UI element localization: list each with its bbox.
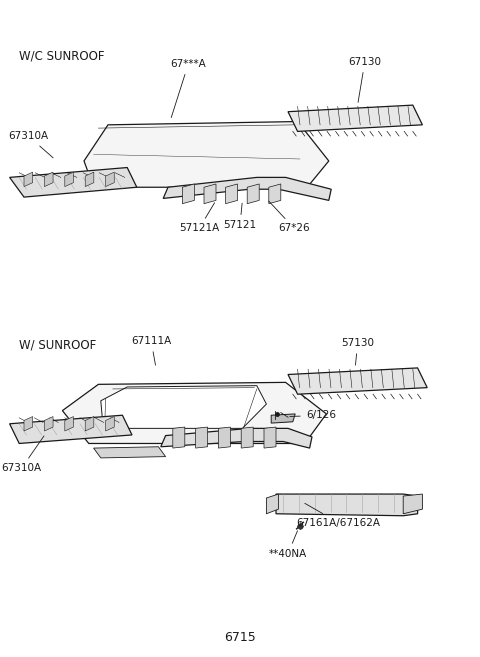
Text: 6/126: 6/126 xyxy=(290,411,336,420)
Polygon shape xyxy=(101,386,266,428)
Polygon shape xyxy=(44,172,53,187)
Text: 57130: 57130 xyxy=(341,338,374,365)
Polygon shape xyxy=(226,184,238,204)
Text: W/ SUNROOF: W/ SUNROOF xyxy=(19,338,96,351)
Polygon shape xyxy=(106,172,114,187)
Polygon shape xyxy=(288,105,422,131)
Text: **40NA: **40NA xyxy=(269,531,307,558)
Polygon shape xyxy=(94,447,166,458)
Text: 67310A: 67310A xyxy=(9,131,53,158)
Polygon shape xyxy=(163,177,331,200)
Text: 67*26: 67*26 xyxy=(269,201,310,233)
Text: 57121: 57121 xyxy=(223,203,257,230)
Polygon shape xyxy=(10,415,132,443)
Text: 67130: 67130 xyxy=(348,57,381,102)
Polygon shape xyxy=(204,184,216,204)
Polygon shape xyxy=(276,494,418,516)
Polygon shape xyxy=(269,184,281,204)
Polygon shape xyxy=(264,427,276,448)
Text: W/C SUNROOF: W/C SUNROOF xyxy=(19,49,105,62)
Text: 67***A: 67***A xyxy=(170,59,206,118)
Text: 6715: 6715 xyxy=(224,631,256,644)
Polygon shape xyxy=(403,494,422,514)
Polygon shape xyxy=(24,172,33,187)
Polygon shape xyxy=(182,184,194,204)
Polygon shape xyxy=(24,417,33,431)
Polygon shape xyxy=(10,168,137,197)
Polygon shape xyxy=(65,417,73,431)
Polygon shape xyxy=(266,494,278,514)
Text: 67310A: 67310A xyxy=(1,436,44,473)
Polygon shape xyxy=(44,417,53,431)
Polygon shape xyxy=(241,427,253,448)
Polygon shape xyxy=(65,172,73,187)
Polygon shape xyxy=(247,184,259,204)
Text: 67161A/67162A: 67161A/67162A xyxy=(297,503,381,528)
Polygon shape xyxy=(84,122,329,187)
Text: 57121A: 57121A xyxy=(179,203,219,233)
Polygon shape xyxy=(173,427,185,448)
Polygon shape xyxy=(85,172,94,187)
Text: 67111A: 67111A xyxy=(131,336,171,365)
Polygon shape xyxy=(218,427,230,448)
Polygon shape xyxy=(85,417,94,431)
Polygon shape xyxy=(62,382,326,443)
Polygon shape xyxy=(271,414,295,423)
Polygon shape xyxy=(161,428,312,448)
Polygon shape xyxy=(106,417,114,431)
Polygon shape xyxy=(196,427,207,448)
Polygon shape xyxy=(288,368,427,394)
